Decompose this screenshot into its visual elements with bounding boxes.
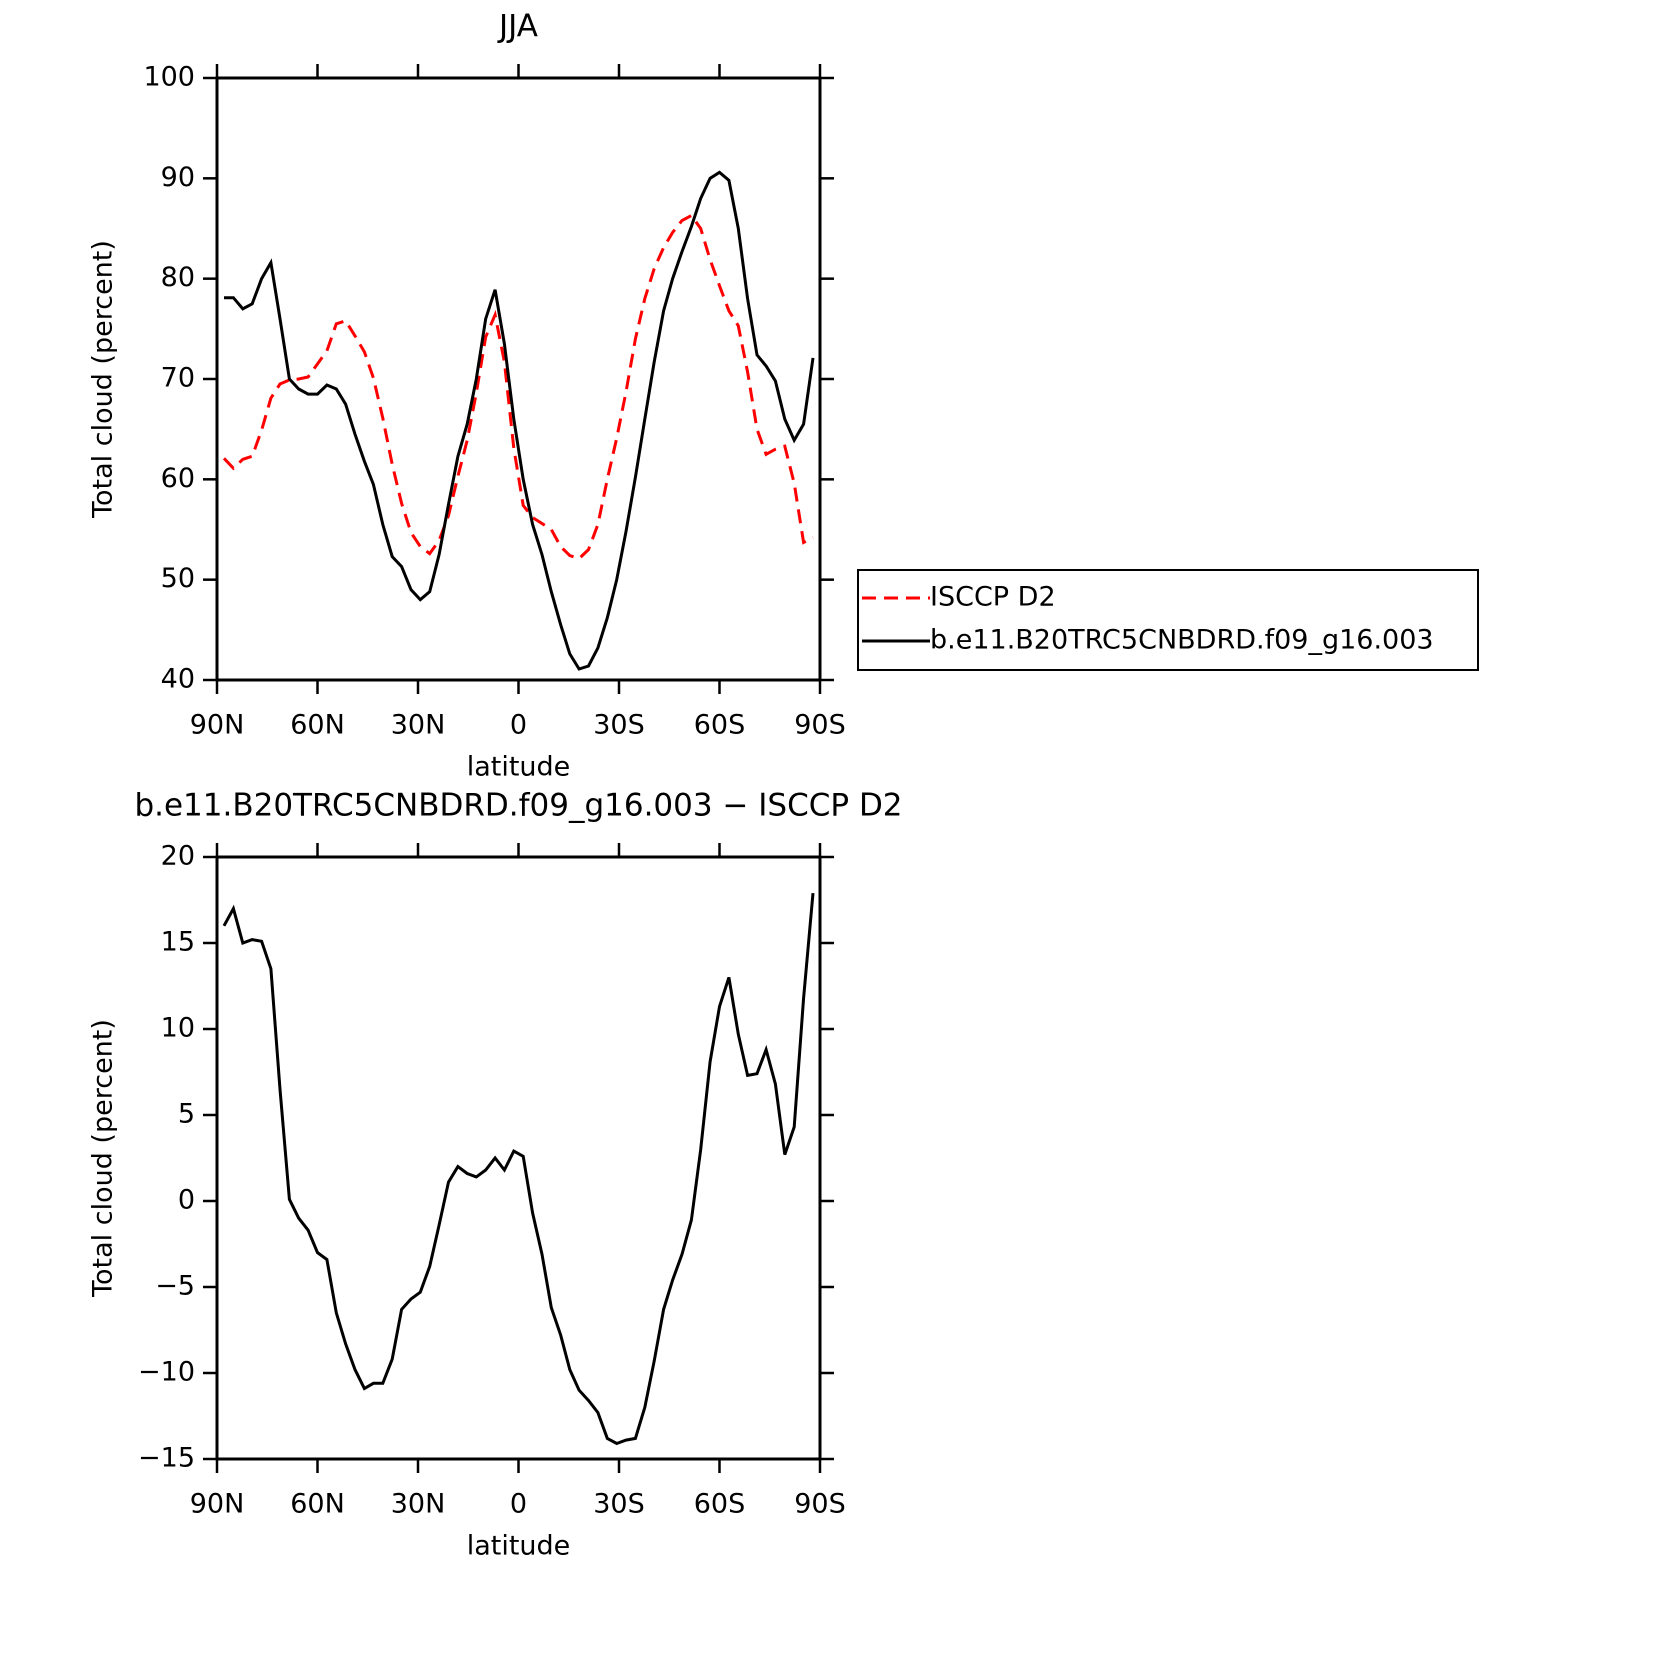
y-tick-label: −15 <box>138 1443 195 1474</box>
chart-panel: b.e11.B20TRC5CNBDRD.f09_g16.003 − ISCCP … <box>88 788 903 1562</box>
y-tick-label: 10 <box>161 1013 195 1044</box>
y-tick-label: 90 <box>161 162 195 193</box>
plot-frame <box>215 855 822 1461</box>
y-tick-label: 15 <box>161 927 195 958</box>
y-tick-label: 60 <box>161 463 195 494</box>
legend-label: b.e11.B20TRC5CNBDRD.f09_g16.003 <box>930 625 1434 656</box>
x-tick-label: 60N <box>290 710 345 741</box>
x-tick-label: 90S <box>794 1489 846 1520</box>
data-line <box>222 213 814 561</box>
x-axis-label: latitude <box>467 752 571 783</box>
data-line <box>224 170 815 671</box>
chart-panel: JJA latitude Total cloud (percent) 40 50 60 70… <box>88 9 1479 783</box>
x-tick-label: 60S <box>694 710 746 741</box>
x-tick-label: 90S <box>794 710 846 741</box>
legend-box <box>857 569 1479 671</box>
x-axis-label: latitude <box>467 1531 571 1562</box>
plot-frame <box>215 76 822 682</box>
y-tick-label: −10 <box>138 1357 195 1388</box>
x-tick-label: 30N <box>391 710 446 741</box>
x-tick-label: 30S <box>593 710 645 741</box>
y-tick-label: 5 <box>178 1099 195 1130</box>
x-tick-label: 30N <box>391 1489 446 1520</box>
y-tick-label: 0 <box>178 1185 195 1216</box>
y-tick-label: 50 <box>161 563 195 594</box>
y-tick-label: −5 <box>155 1271 195 1302</box>
x-tick-label: 30S <box>593 1489 645 1520</box>
y-tick-label: 80 <box>161 262 195 293</box>
chart-title: JJA <box>497 9 538 45</box>
x-tick-label: 0 <box>510 710 527 741</box>
chart-title: b.e11.B20TRC5CNBDRD.f09_g16.003 − ISCCP … <box>134 788 902 824</box>
y-tick-label: 100 <box>143 62 195 93</box>
x-tick-label: 60N <box>290 1489 345 1520</box>
x-tick-label: 90N <box>190 710 245 741</box>
data-line <box>222 892 815 1446</box>
x-tick-label: 0 <box>510 1489 527 1520</box>
x-tick-label: 90N <box>190 1489 245 1520</box>
y-axis-label: Total cloud (percent) <box>88 240 119 519</box>
x-tick-label: 60S <box>694 1489 746 1520</box>
y-tick-label: 20 <box>161 841 195 872</box>
y-axis-label: Total cloud (percent) <box>88 1019 119 1298</box>
y-tick-label: 70 <box>161 363 195 394</box>
legend-label: ISCCP D2 <box>930 582 1056 613</box>
y-tick-label: 40 <box>161 664 195 695</box>
